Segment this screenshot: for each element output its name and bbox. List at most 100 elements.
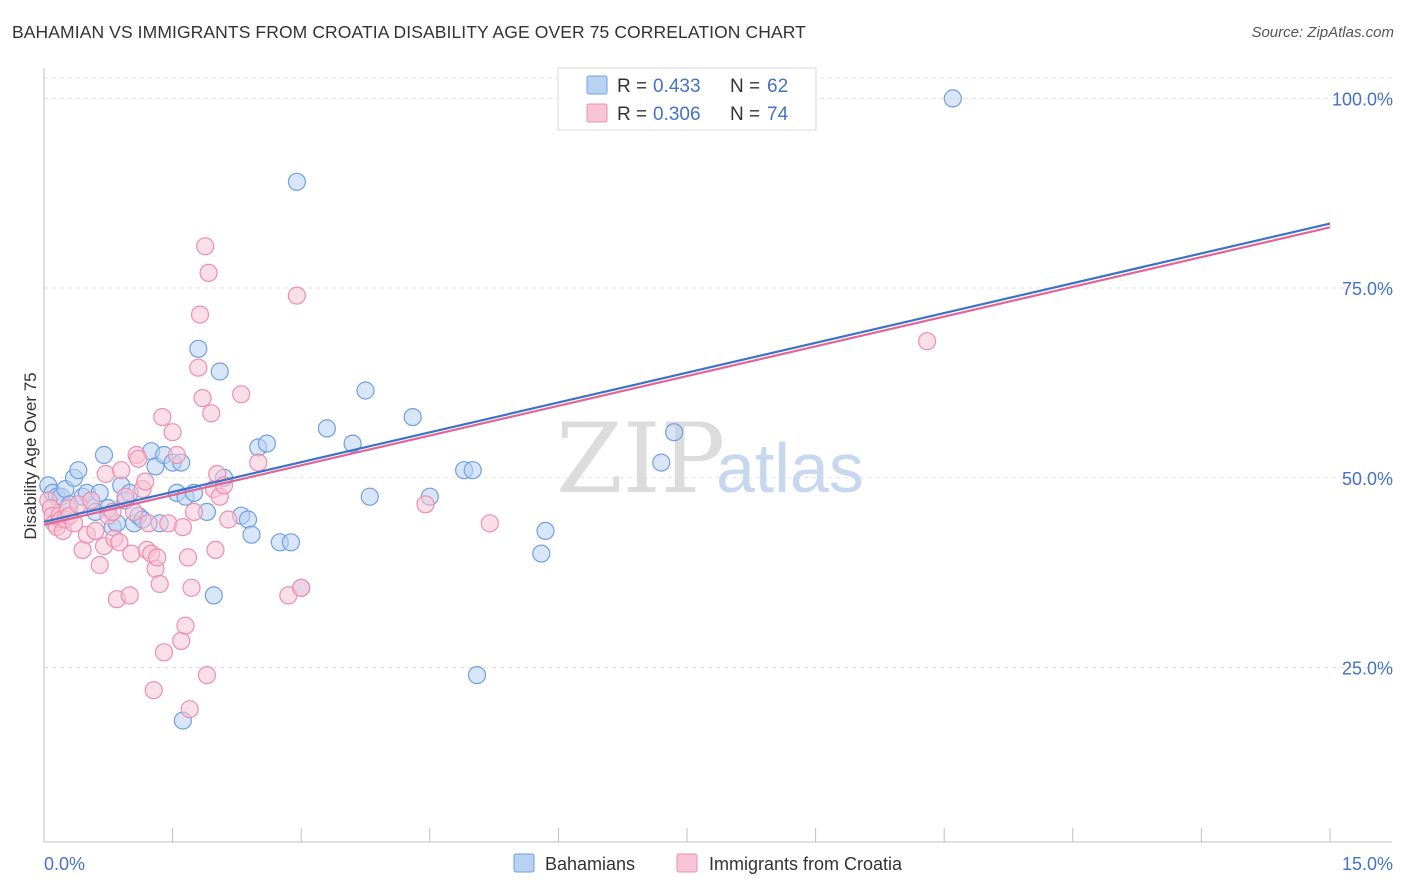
axes (43, 68, 1392, 843)
bahamians-point (281, 533, 300, 552)
y-tick-label-0: 25.0% (1342, 658, 1393, 678)
legend-n-value-2: 74 (767, 104, 789, 125)
croatia-point (206, 540, 225, 560)
source-label: Source: ZipAtlas.com (1251, 24, 1394, 41)
bottom-label-bahamians: Bahamians (545, 854, 635, 874)
x-tick-label-0: 0.0% (44, 854, 85, 874)
croatia-point (189, 358, 208, 377)
x-tick-labels: 0.0% 15.0% (44, 854, 1393, 874)
legend-swatch-croatia (586, 103, 608, 123)
correlation-legend: R = 0.433 N = 62 R = 0.306 N = 74 (557, 67, 817, 131)
croatia-point (232, 385, 251, 404)
croatia-point (249, 453, 268, 472)
croatia-point (150, 574, 169, 594)
watermark-atlas: atlas (716, 429, 864, 507)
croatia-point (122, 544, 141, 563)
bahamians-point (403, 408, 422, 427)
data-points (39, 89, 962, 730)
croatia-point (112, 461, 131, 480)
croatia-point (219, 510, 238, 529)
croatia-point (153, 408, 172, 427)
croatia-point (190, 305, 210, 324)
bottom-swatch-croatia (676, 853, 698, 873)
croatia-point (178, 548, 198, 567)
legend-n-label-2: N = (730, 104, 760, 125)
bahamians-point (69, 461, 88, 480)
bahamians-point (189, 339, 208, 358)
croatia-point (480, 514, 499, 533)
croatia-point (90, 555, 109, 575)
bahamians-point (94, 445, 114, 465)
croatia-point (287, 286, 306, 305)
bottom-label-croatia: Immigrants from Croatia (709, 854, 903, 874)
croatia-point (136, 472, 155, 491)
y-tick-label-3: 100.0% (1332, 89, 1393, 109)
bahamians-point (360, 487, 379, 506)
croatia-point (86, 521, 105, 541)
croatia-point (129, 449, 148, 468)
bahamians-point (356, 381, 375, 400)
croatia-point (163, 423, 182, 442)
bahamians-point (463, 461, 482, 480)
bottom-swatch-bahamians (513, 853, 535, 873)
bahamians-point (204, 586, 223, 605)
y-tick-labels: 25.0% 50.0% 75.0% 100.0% (1332, 89, 1393, 678)
croatia-point (416, 495, 435, 514)
legend-swatch-bahamians (586, 75, 608, 95)
croatia-point (196, 237, 215, 256)
chart-title: BAHAMIAN VS IMMIGRANTS FROM CROATIA DISA… (12, 22, 806, 42)
bahamians-point (257, 434, 276, 453)
bahamians-point (287, 172, 306, 191)
bahamians-point (467, 665, 487, 685)
bahamians-point (664, 423, 684, 442)
bahamians-point (652, 453, 671, 472)
croatia-point (184, 502, 204, 521)
bahamians-point (343, 434, 362, 453)
croatia-point (180, 700, 199, 719)
y-tick-label-2: 75.0% (1342, 279, 1393, 299)
bahamians-point (210, 362, 229, 381)
croatia-point (144, 681, 163, 700)
croatia-point (199, 263, 218, 282)
croatia-point (73, 540, 92, 560)
trend-lines (43, 222, 1331, 526)
legend-r-value-2: 0.306 (653, 104, 701, 125)
bahamians-point (317, 419, 336, 438)
croatia-point (176, 616, 195, 635)
x-tick-label-1: 15.0% (1342, 854, 1393, 874)
croatia-point (167, 445, 186, 465)
legend-r-label-1: R = (617, 76, 647, 97)
croatia-point (182, 578, 201, 597)
croatia-trend-line (43, 226, 1331, 526)
grid-lines (44, 77, 1392, 668)
croatia-point (193, 389, 212, 408)
croatia-point (172, 631, 191, 651)
croatia-point (197, 665, 216, 685)
bahamians-point (242, 525, 261, 544)
croatia-point (148, 548, 167, 567)
croatia-point (917, 332, 937, 351)
bahamians-point (536, 521, 555, 541)
bahamians-trend-line (43, 222, 1331, 523)
bahamians-point (238, 510, 258, 529)
croatia-point (82, 491, 101, 510)
croatia-point (154, 643, 174, 662)
series-legend: Bahamians Immigrants from Croatia (513, 853, 903, 874)
legend-n-label-1: N = (730, 76, 760, 97)
croatia-point (292, 578, 311, 597)
watermark-zip: ZIP (556, 403, 725, 515)
croatia-point (139, 514, 158, 533)
bahamians-point (532, 544, 551, 563)
croatia-point (173, 517, 192, 537)
croatia-point (96, 464, 115, 484)
bahamians-point (943, 89, 962, 108)
y-tick-label-1: 50.0% (1342, 469, 1393, 489)
croatia-point (120, 586, 139, 605)
legend-n-value-1: 62 (767, 76, 788, 97)
croatia-point (110, 533, 129, 552)
croatia-point (202, 404, 221, 423)
legend-r-value-1: 0.433 (653, 76, 701, 97)
y-axis-label: Disability Age Over 75 (21, 372, 40, 539)
legend-r-label-2: R = (617, 104, 647, 125)
